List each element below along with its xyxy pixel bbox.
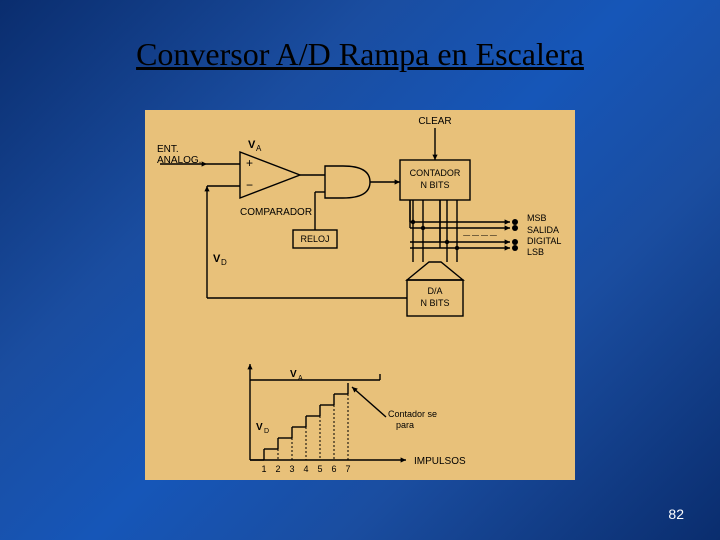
svg-text:Contador se: Contador se: [388, 409, 437, 419]
svg-text:N BITS: N BITS: [420, 298, 449, 308]
svg-text:V: V: [256, 422, 263, 433]
svg-text:CLEAR: CLEAR: [418, 116, 451, 127]
svg-text:1: 1: [261, 464, 266, 474]
svg-text:ENT.: ENT.: [157, 144, 179, 155]
svg-text:V: V: [290, 369, 297, 380]
slide-title: Conversor A/D Rampa en Escalera: [0, 36, 720, 73]
svg-text:V: V: [213, 253, 221, 265]
svg-text:4: 4: [303, 464, 308, 474]
svg-text:COMPARADOR: COMPARADOR: [240, 207, 312, 218]
svg-text:N BITS: N BITS: [420, 180, 449, 190]
svg-text:IMPULSOS: IMPULSOS: [414, 456, 466, 467]
svg-text:SALIDA: SALIDA: [527, 225, 559, 235]
svg-text:V: V: [248, 139, 256, 151]
svg-text:para: para: [396, 420, 414, 430]
svg-text:5: 5: [317, 464, 322, 474]
svg-text:LSB: LSB: [527, 247, 544, 257]
page-number: 82: [668, 506, 684, 522]
svg-text:2: 2: [275, 464, 280, 474]
svg-text:MSB: MSB: [527, 213, 547, 223]
svg-text:D: D: [264, 428, 269, 435]
svg-text:A: A: [256, 144, 262, 153]
svg-text:D/A: D/A: [427, 286, 442, 296]
svg-text:ANALOG.: ANALOG.: [157, 155, 201, 166]
svg-text:3: 3: [289, 464, 294, 474]
svg-text:6: 6: [331, 464, 336, 474]
block-diagram: +−ENT.ANALOG.VACOMPARADORRELOJCLEARCONTA…: [145, 110, 575, 480]
svg-text:CONTADOR: CONTADOR: [410, 168, 461, 178]
svg-text:A: A: [298, 375, 303, 382]
svg-text:D: D: [221, 258, 227, 267]
svg-text:DIGITAL: DIGITAL: [527, 236, 561, 246]
svg-text:+: +: [246, 156, 253, 170]
svg-text:RELOJ: RELOJ: [300, 234, 329, 244]
svg-text:−: −: [246, 178, 253, 192]
svg-text:— — — —: — — — —: [463, 232, 497, 239]
svg-text:7: 7: [345, 464, 350, 474]
